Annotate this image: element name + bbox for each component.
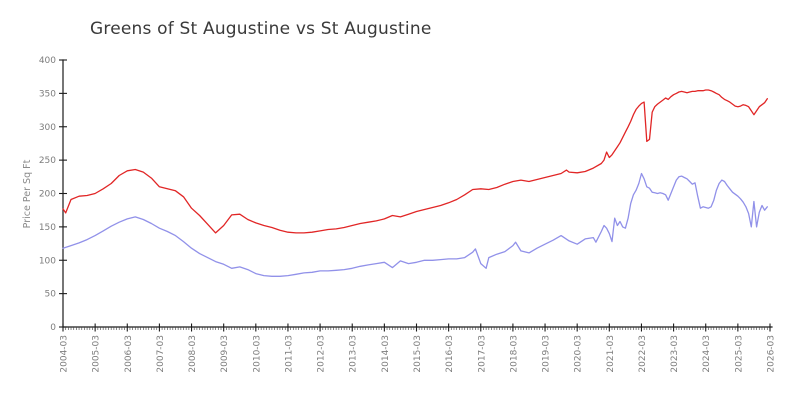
svg-text:250: 250 (39, 156, 56, 166)
svg-text:2010-03: 2010-03 (252, 335, 262, 373)
svg-text:2019-03: 2019-03 (542, 335, 552, 373)
svg-text:2006-03: 2006-03 (124, 335, 134, 373)
series-line-2 (62, 172, 768, 277)
svg-text:2011-03: 2011-03 (284, 335, 294, 373)
svg-text:2014-03: 2014-03 (381, 335, 391, 373)
svg-text:150: 150 (39, 223, 56, 233)
svg-text:2026-03: 2026-03 (767, 335, 777, 373)
svg-text:0: 0 (50, 323, 56, 333)
svg-text:50: 50 (45, 290, 57, 300)
y-axis-label: Price Per Sq Ft (22, 159, 33, 228)
x-axis-ticks: 2004-03 2005-03 2006-03 2007-03 2008-03 2009-… (60, 323, 777, 373)
svg-text:2007-03: 2007-03 (156, 335, 166, 373)
svg-text:2025-03: 2025-03 (734, 335, 744, 373)
svg-text:100: 100 (39, 256, 56, 266)
series-line-1 (62, 89, 768, 234)
svg-text:2022-03: 2022-03 (638, 335, 648, 373)
svg-text:300: 300 (39, 123, 56, 133)
svg-text:2009-03: 2009-03 (220, 335, 230, 373)
axes (62, 59, 773, 328)
svg-text:2016-03: 2016-03 (445, 335, 455, 373)
series-lines (62, 89, 768, 277)
chart-title: Greens of St Augustine vs St Augustine (90, 19, 431, 39)
svg-text:400: 400 (39, 56, 56, 66)
svg-text:2005-03: 2005-03 (92, 335, 102, 373)
svg-text:2023-03: 2023-03 (670, 335, 680, 373)
svg-text:2015-03: 2015-03 (413, 335, 423, 373)
svg-text:2008-03: 2008-03 (188, 335, 198, 373)
svg-text:2020-03: 2020-03 (574, 335, 584, 373)
svg-text:2012-03: 2012-03 (317, 335, 327, 373)
svg-text:2018-03: 2018-03 (509, 335, 519, 373)
y-axis-ticks: 0 50 100 150 200 250 300 350 400 (39, 56, 67, 333)
svg-text:350: 350 (39, 89, 56, 99)
svg-text:200: 200 (39, 190, 56, 200)
svg-text:2024-03: 2024-03 (702, 335, 712, 373)
svg-text:2004-03: 2004-03 (60, 335, 70, 373)
svg-text:2017-03: 2017-03 (477, 335, 487, 373)
svg-text:2013-03: 2013-03 (349, 335, 359, 373)
svg-text:2021-03: 2021-03 (606, 335, 616, 373)
